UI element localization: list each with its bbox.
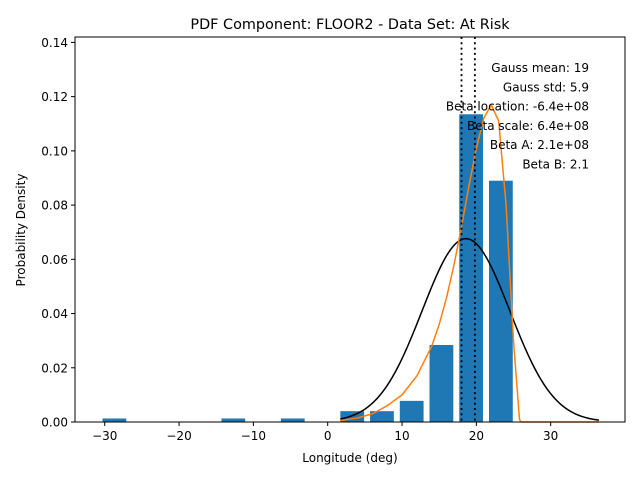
annotation-2: Beta location: -6.4e+08: [446, 100, 589, 114]
y-tick-label: 0.00: [41, 416, 68, 430]
y-axis-label: Probability Density: [14, 174, 28, 287]
bar-2: [280, 418, 305, 422]
y-tick-label: 0.04: [41, 307, 68, 321]
x-axis-label: Longitude (deg): [302, 451, 397, 465]
axes-frame: [74, 36, 626, 423]
bar-7: [459, 114, 484, 423]
gauss-curve: [340, 237, 600, 421]
bar-3: [340, 411, 365, 422]
annotation-5: Beta B: 2.1: [522, 158, 589, 172]
x-tick-label: 10: [394, 429, 409, 443]
bar-4: [370, 411, 394, 422]
y-tick-label: 0.10: [41, 144, 68, 158]
x-tick-label: −20: [166, 429, 191, 443]
annotations: Gauss mean: 19 Gauss std: 5.9 Beta locatio…: [446, 61, 589, 172]
x-tick-label: 0: [324, 429, 332, 443]
y-tick-label: 0.14: [41, 36, 68, 50]
annotation-0: Gauss mean: 19: [491, 61, 589, 75]
axes: −30 −20 −10 0 10 20 30 0.00 0.02 0.04 0.06 0.08 0.10…: [41, 36, 626, 443]
x-tick-label: −30: [92, 429, 117, 443]
annotation-3: Beta scale: 6.4e+08: [467, 119, 589, 133]
annotation-4: Beta A: 2.1e+08: [490, 138, 589, 152]
y-tick-label: 0.06: [41, 253, 68, 267]
annotation-1: Gauss std: 5.9: [503, 80, 589, 94]
x-tick-label: 20: [469, 429, 484, 443]
bar-8: [488, 180, 513, 422]
chart-title: PDF Component: FLOOR2 - Data Set: At Ris…: [190, 17, 510, 33]
bar-0: [102, 418, 127, 422]
bar-5: [399, 400, 424, 422]
bar-1: [221, 418, 246, 422]
bar-6: [429, 345, 454, 422]
y-tick-label: 0.02: [41, 361, 68, 375]
y-tick-label: 0.08: [41, 199, 68, 213]
x-tick-label: −10: [241, 429, 266, 443]
beta-curve: [340, 104, 599, 423]
plot-area: [102, 37, 600, 423]
y-tick-label: 0.12: [41, 90, 68, 104]
x-tick-label: 30: [543, 429, 558, 443]
